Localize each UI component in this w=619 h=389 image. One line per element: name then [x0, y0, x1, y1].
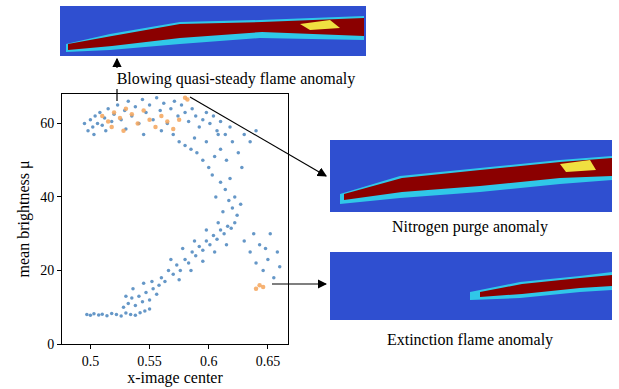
svg-text:0.5: 0.5: [82, 354, 100, 369]
svg-text:x-image center: x-image center: [127, 369, 223, 387]
svg-text:60: 60: [40, 116, 54, 131]
svg-text:40: 40: [40, 190, 54, 205]
svg-text:0.55: 0.55: [137, 354, 162, 369]
svg-text:Nitrogen purge anomaly: Nitrogen purge anomaly: [392, 218, 548, 236]
svg-text:mean brightness μ: mean brightness μ: [15, 160, 33, 277]
svg-text:Extinction flame anomaly: Extinction flame anomaly: [387, 331, 553, 349]
svg-text:0.65: 0.65: [256, 354, 281, 369]
svg-text:20: 20: [40, 263, 54, 278]
svg-text:0.6: 0.6: [200, 354, 218, 369]
svg-text:Blowing quasi-steady flame ano: Blowing quasi-steady flame anomaly: [117, 70, 356, 88]
svg-text:0: 0: [47, 337, 54, 352]
